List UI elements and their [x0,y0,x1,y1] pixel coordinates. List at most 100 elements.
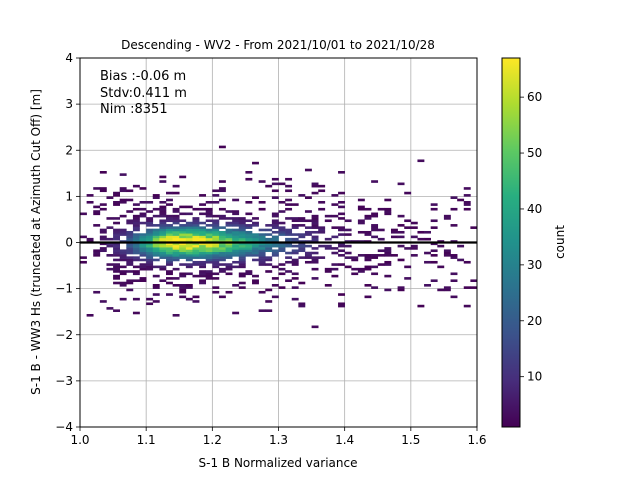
heatmap-cell [364,284,372,287]
heatmap-cell [146,221,154,225]
heatmap-cell [113,247,120,250]
heatmap-cell [152,251,160,255]
heatmap-cell [172,235,180,239]
heatmap-cell [166,235,173,239]
heatmap-cell [338,254,345,257]
heatmap-cell [278,242,286,246]
heatmap-cell [113,194,120,197]
heatmap-cell [258,254,266,257]
heatmap-cell [232,242,240,246]
heatmap-cell [238,272,246,276]
heatmap-cell [437,265,445,269]
heatmap-cell [113,267,120,271]
heatmap-cell [470,226,477,229]
heatmap-cell [265,258,273,262]
heatmap-cell [192,207,200,211]
heatmap-cell [417,159,425,163]
heatmap-cell [218,267,226,271]
heatmap-cell [199,194,207,197]
heatmap-cell [318,207,326,211]
heatmap-cell [238,265,246,269]
heatmap-cell [238,254,246,257]
heatmap-cell [166,214,173,218]
heatmap-cell [185,228,193,232]
heatmap-cell [344,244,352,248]
heatmap-cell [106,254,114,257]
heatmap-cell [324,247,332,250]
heatmap-cell [298,304,306,308]
y-tick-label: −4 [55,420,73,434]
heatmap-cell [179,175,187,179]
heatmap-cell [430,226,438,229]
heatmap-cell [371,272,379,276]
heatmap-cell [172,217,180,220]
heatmap-cell [159,256,167,259]
heatmap-cell [298,281,306,285]
heatmap-cell [225,247,233,250]
heatmap-cell [152,258,160,262]
heatmap-cell [146,297,154,301]
heatmap-cell [285,184,293,188]
heatmap-cell [364,217,372,220]
heatmap-cell [404,277,412,280]
heatmap-cell [159,247,167,250]
heatmap-cell [298,247,306,250]
heatmap-cell [384,198,392,202]
heatmap-cell [258,207,266,211]
heatmap-cell [344,265,352,269]
heatmap-cell [285,251,293,255]
heatmap-cell [291,251,299,255]
heatmap-cell [331,194,339,197]
heatmap-cell [457,244,465,248]
heatmap-cell [245,244,253,248]
heatmap-cell [86,194,94,197]
heatmap-cell [457,198,465,202]
heatmap-cell [430,207,438,211]
heatmap-cell [159,244,167,248]
heatmap-cell [252,221,259,225]
heatmap-cell [80,235,87,239]
heatmap-cell [179,256,187,259]
heatmap-cell [238,233,246,236]
heatmap-cell [311,182,319,186]
heatmap-cell [232,244,240,248]
heatmap-cell [146,247,154,250]
heatmap-cell [152,228,160,232]
heatmap-cell [152,286,160,289]
heatmap-cell [384,212,392,216]
heatmap-cell [212,224,220,227]
x-tick-label: 1.6 [467,433,486,447]
heatmap-cell [344,228,352,232]
heatmap-cell [192,274,200,278]
heatmap-cell [265,184,273,188]
heatmap-cell [271,230,279,234]
heatmap-cell [205,237,213,241]
heatmap-cell [258,200,266,204]
heatmap-cell [437,244,445,248]
heatmap-cell [212,256,220,259]
heatmap-cell [311,184,319,188]
heatmap-cell [205,254,213,257]
heatmap-cell [371,180,379,183]
heatmap-cell [258,309,266,312]
heatmap-cell [113,251,120,255]
heatmap-cell [232,210,240,213]
heatmap-cell [113,309,120,312]
heatmap-cell [205,214,213,218]
heatmap-cell [205,260,213,264]
heatmap-cell [252,196,259,199]
heatmap-cell [212,200,220,204]
heatmap-cell [126,256,134,259]
heatmap-cell [232,230,240,234]
heatmap-cell [364,258,372,262]
heatmap-cell [351,267,359,271]
heatmap-cell [397,182,405,186]
heatmap-cell [126,235,134,239]
heatmap-cell [192,224,200,227]
heatmap-cell [238,258,246,262]
heatmap-cell [218,230,226,234]
heatmap-cell [271,242,279,246]
heatmap-cell [238,244,246,248]
heatmap-cell [99,207,107,211]
heatmap-cell [192,249,200,253]
